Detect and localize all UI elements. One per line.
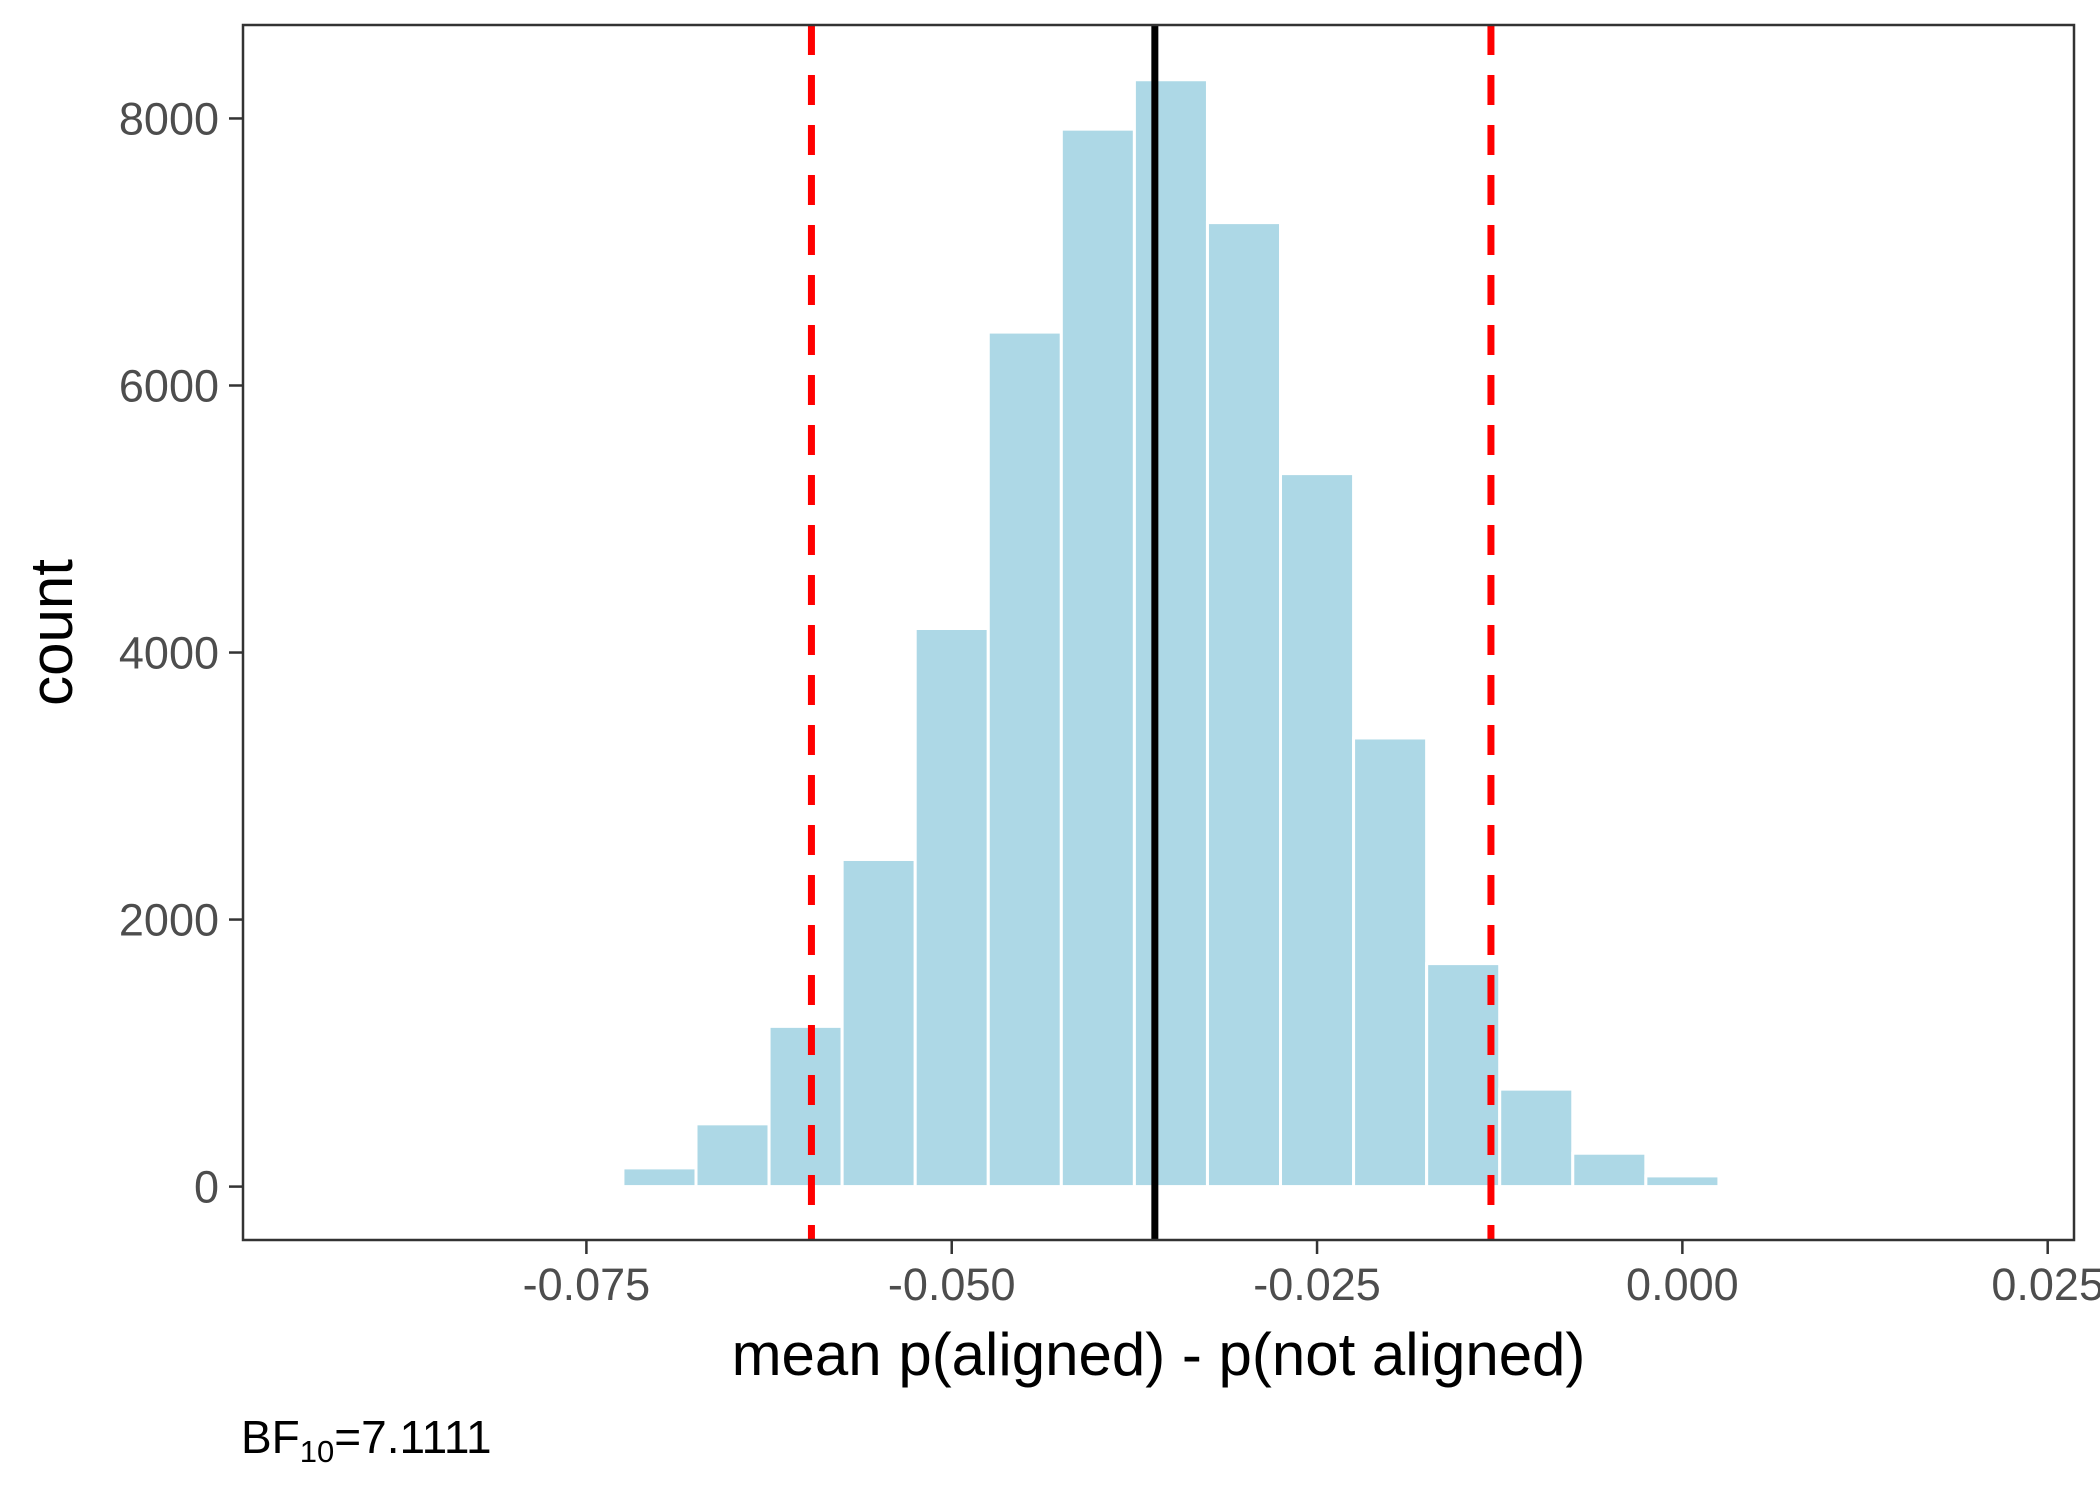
- y-tick-label: 4000: [119, 628, 219, 679]
- histogram-bar: [1132, 78, 1209, 1189]
- histogram-bar: [767, 1024, 844, 1189]
- x-tick-label: -0.075: [523, 1259, 651, 1310]
- x-axis: -0.075 -0.050 -0.025 0.000 0.025: [523, 1240, 2100, 1310]
- plot-panel-border: [241, 23, 2076, 1242]
- bayes-factor-value: =7.1111: [334, 1411, 492, 1463]
- histogram-bar: [1571, 1151, 1648, 1189]
- histogram-bar: [1352, 736, 1429, 1189]
- x-tick-label: 0.000: [1626, 1259, 1739, 1310]
- x-tick-label: -0.025: [1253, 1259, 1381, 1310]
- histogram-bar: [840, 857, 917, 1189]
- bayes-factor-caption: BF10=7.1111: [241, 1410, 492, 1470]
- y-tick-label: 0: [194, 1162, 219, 1213]
- y-axis: 0 2000 4000 6000 8000: [119, 93, 243, 1213]
- bayes-factor-prefix: BF: [241, 1411, 300, 1463]
- y-tick-label: 2000: [119, 895, 219, 946]
- histogram-bar: [1059, 127, 1136, 1189]
- histogram-bar: [1498, 1087, 1575, 1189]
- histogram-bar: [913, 626, 990, 1189]
- bars-layer: [548, 78, 1721, 1189]
- histogram-bar: [1279, 472, 1356, 1189]
- histogram-bar: [548, 1182, 625, 1189]
- x-tick-label: 0.025: [1991, 1259, 2100, 1310]
- histogram-bar: [1205, 221, 1283, 1189]
- bayes-factor-subscript: 10: [299, 1434, 335, 1469]
- histogram-bar: [621, 1166, 698, 1189]
- x-axis-title: mean p(aligned) - p(not aligned): [732, 1321, 1586, 1388]
- y-axis-title: count: [18, 559, 85, 706]
- histogram-bar: [694, 1122, 771, 1189]
- histogram-bar: [986, 330, 1063, 1189]
- histogram-bar: [1644, 1174, 1721, 1189]
- y-tick-label: 8000: [119, 93, 219, 144]
- y-tick-label: 6000: [119, 360, 219, 411]
- x-tick-label: -0.050: [888, 1259, 1016, 1310]
- reference-lines-layer: [807, 25, 1495, 1240]
